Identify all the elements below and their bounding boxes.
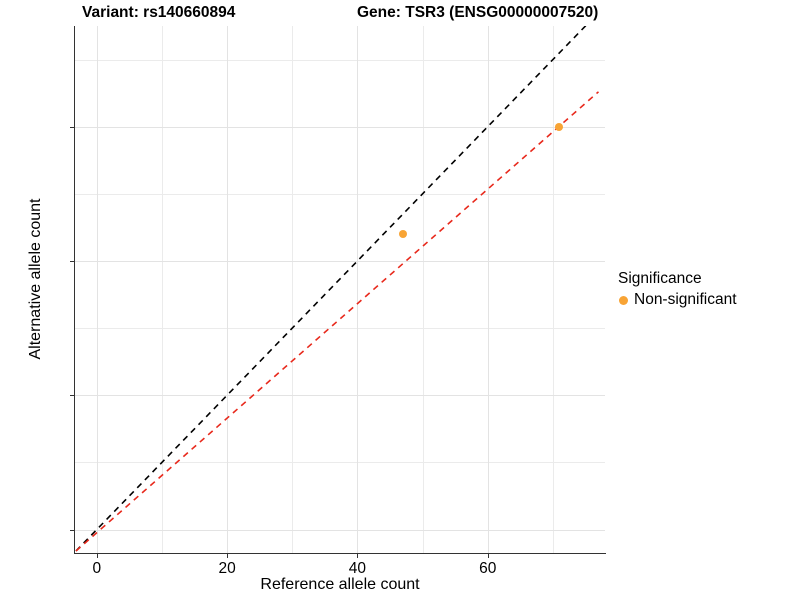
x-tick-label-0: 0 (92, 560, 102, 577)
data-point[interactable] (555, 122, 564, 131)
gridline-x-30 (292, 26, 294, 553)
x-tick-40 (357, 554, 359, 558)
gridline-y-60 (74, 126, 605, 128)
y-axis-label: Alternative allele count (27, 198, 44, 360)
gene-title: Gene: TSR3 (ENSG00000007520) (357, 4, 599, 21)
gridline-x-50 (422, 26, 424, 553)
x-tick-0 (96, 554, 98, 558)
x-tick-label-60: 60 (479, 560, 497, 577)
gridline-y-30 (74, 328, 605, 330)
gridline-y-0 (74, 529, 605, 531)
y-tick-60 (70, 126, 74, 128)
legend: Significance Non-significant (618, 270, 793, 310)
gridline-y-50 (74, 193, 605, 195)
gridline-x-20 (227, 26, 229, 553)
x-tick-label-20: 20 (218, 560, 236, 577)
gridline-x-60 (487, 26, 489, 553)
y-tick-0 (70, 529, 74, 531)
x-tick-label-40: 40 (348, 560, 367, 577)
data-point[interactable] (399, 230, 408, 239)
x-tick-60 (487, 554, 489, 558)
orange-dot-icon (619, 295, 628, 305)
variant-title: Variant: rs140660894 (82, 4, 236, 21)
gridline-x-40 (357, 26, 359, 553)
gridline-y-10 (74, 462, 605, 464)
fit-line (75, 91, 600, 552)
plot-panel (74, 26, 605, 553)
x-tick-20 (227, 554, 229, 558)
legend-item-0[interactable]: Non-significant (618, 290, 793, 310)
gridline-x-10 (161, 26, 163, 553)
identity-line (75, 26, 587, 552)
legend-item-label: Non-significant (634, 291, 737, 308)
legend-entries: Non-significant (618, 290, 793, 310)
trend-lines (75, 26, 600, 552)
gridline-x-70 (552, 26, 554, 553)
x-axis-line (74, 553, 606, 554)
y-tick-20 (70, 395, 74, 397)
gridline-y-20 (74, 395, 605, 397)
gridline-y-70 (74, 59, 605, 61)
x-axis-label: Reference allele count (260, 576, 420, 593)
gridline-x-0 (96, 26, 98, 553)
gridline-y-40 (74, 260, 605, 262)
y-tick-40 (70, 260, 74, 262)
legend-title: Significance (618, 270, 702, 287)
y-axis-line (74, 26, 75, 554)
